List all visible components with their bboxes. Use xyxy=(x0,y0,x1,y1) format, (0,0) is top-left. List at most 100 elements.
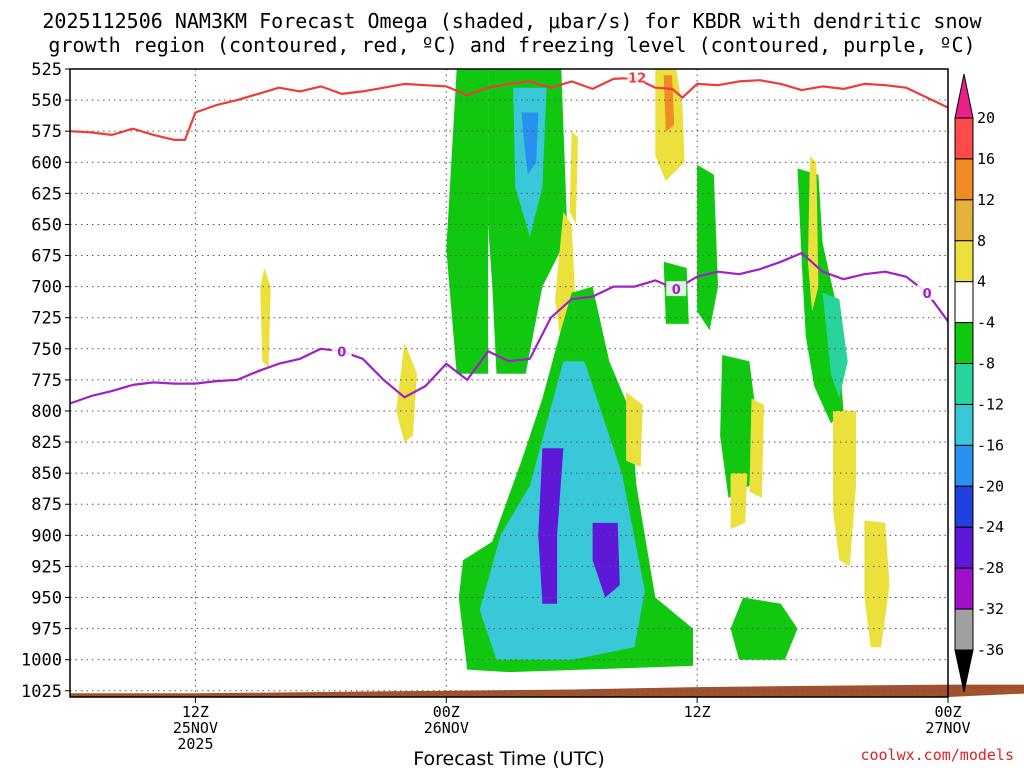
x-tick-label-0-2: 2025 xyxy=(177,735,213,753)
colorbar-bin-4 xyxy=(954,281,974,324)
y-tick-label-1000: 1000 xyxy=(21,651,62,671)
x-axis-label: Forecast Time (UTC) xyxy=(413,748,604,768)
colorbar-bottom-arrow xyxy=(954,649,974,693)
x-tick-label-1-0: 00Z xyxy=(433,703,460,721)
colorbar-label-5: -4 xyxy=(977,314,995,332)
y-tick-label-725: 725 xyxy=(31,309,62,329)
x-tick-label-0-0: 12Z xyxy=(182,703,209,721)
colorbar-bin-12 xyxy=(954,608,974,651)
omega-shading xyxy=(260,69,1024,673)
x-tick-label-0-1: 25NOV xyxy=(173,719,218,737)
colorbar-bin-5 xyxy=(954,322,974,365)
colorbar: 20 16 12 8 4 -4 -8 -12 -16 -20 -24 -28 -32 -36 xyxy=(954,73,1004,693)
colorbar-label-11: -28 xyxy=(977,559,1004,577)
omega-region-27 xyxy=(1019,162,1024,261)
omega-region-30 xyxy=(1011,448,1024,597)
colorbar-label-7: -12 xyxy=(977,395,1004,413)
colorbar-bin-0 xyxy=(954,117,974,160)
colorbar-bin-1 xyxy=(954,158,974,201)
y-tick-label-700: 700 xyxy=(31,278,62,298)
y-tick-label-1025: 1025 xyxy=(21,682,62,702)
colorbar-label-0: 20 xyxy=(977,109,995,127)
omega-region-19 xyxy=(749,398,764,498)
y-tick-label-800: 800 xyxy=(31,402,62,422)
omega-region-15 xyxy=(697,164,718,331)
y-tick-label-525: 525 xyxy=(31,60,62,80)
y-tick-label-650: 650 xyxy=(31,215,62,235)
y-tick-label-775: 775 xyxy=(31,371,62,391)
omega-region-0 xyxy=(260,268,271,368)
y-tick-label-850: 850 xyxy=(31,464,62,484)
y-tick-label-575: 575 xyxy=(31,122,62,142)
chart-title-line-1: 2025112506 NAM3KM Forecast Omega (shaded… xyxy=(42,9,982,33)
y-axis-ticks: 525 550 575 600 625 650 675 700 725 750 775 800 825 8… xyxy=(21,60,70,702)
contour-label-2-2: 0 xyxy=(923,287,932,302)
chart-title-line-2: growth region (contoured, red, ºC) and f… xyxy=(48,33,975,57)
colorbar-label-2: 12 xyxy=(977,191,995,209)
colorbar-label-9: -20 xyxy=(977,477,1004,495)
omega-region-22 xyxy=(822,292,848,399)
omega-region-1 xyxy=(396,342,417,443)
x-tick-label-1-1: 26NOV xyxy=(424,719,469,737)
contour-label-2-0: 0 xyxy=(337,345,346,360)
x-tick-label-2-0: 12Z xyxy=(684,703,711,721)
plot-frame xyxy=(69,68,949,698)
y-tick-label-750: 750 xyxy=(31,340,62,360)
y-tick-label-925: 925 xyxy=(31,557,62,577)
omega-region-10 xyxy=(538,448,564,604)
contour-line-0 xyxy=(70,76,948,141)
omega-region-5 xyxy=(521,112,539,175)
colorbar-bin-11 xyxy=(954,567,974,610)
y-tick-label-950: 950 xyxy=(31,589,62,609)
omega-region-26 xyxy=(986,69,1003,137)
colorbar-bin-7 xyxy=(954,403,974,446)
omega-region-25 xyxy=(864,520,890,648)
colorbar-bin-2 xyxy=(954,199,974,242)
omega-region-17 xyxy=(720,355,756,498)
omega-region-24 xyxy=(833,411,856,567)
y-tick-label-825: 825 xyxy=(31,433,62,453)
colorbar-label-6: -8 xyxy=(977,355,995,373)
omega-region-11 xyxy=(592,522,620,598)
y-tick-label-975: 975 xyxy=(31,620,62,640)
y-tick-label-625: 625 xyxy=(31,184,62,204)
colorbar-bin-10 xyxy=(954,526,974,569)
colorbar-label-10: -24 xyxy=(977,518,1004,536)
omega-region-23 xyxy=(807,156,819,312)
omega-region-18 xyxy=(730,473,748,530)
contour-label-bg-0-0 xyxy=(624,69,645,85)
colorbar-top-arrow xyxy=(954,73,974,119)
colorbar-label-8: -16 xyxy=(977,436,1004,454)
contour-label-0-0: -12 xyxy=(623,72,647,87)
contour-2 xyxy=(70,251,948,405)
contour-label-bg-2-1 xyxy=(666,281,687,297)
contour-label-2-1: 0 xyxy=(672,283,681,298)
omega-region-12 xyxy=(626,392,643,467)
omega-region-28 xyxy=(1011,75,1024,398)
colorbar-bin-3 xyxy=(954,240,974,283)
colorbar-bin-6 xyxy=(954,363,974,405)
omega-region-7 xyxy=(569,131,578,225)
terrain-surface xyxy=(70,684,1024,697)
credit-link[interactable]: coolwx.com/models xyxy=(860,746,1014,764)
omega-region-2 xyxy=(446,69,489,374)
y-tick-label-550: 550 xyxy=(31,91,62,111)
colorbar-label-13: -36 xyxy=(977,641,1004,659)
colorbar-bin-9 xyxy=(954,485,974,528)
colorbar-label-4: 4 xyxy=(977,273,986,291)
contour-label-bg-2-2 xyxy=(917,284,938,300)
y-tick-label-900: 900 xyxy=(31,526,62,546)
terrain-fill xyxy=(70,684,1024,697)
x-axis-ticks: 12Z25NOV202500Z26NOV12Z00Z27NOV12Z xyxy=(173,697,971,753)
contour-line-2 xyxy=(70,251,948,405)
colorbar-label-3: 8 xyxy=(977,232,986,250)
y-tick-label-600: 600 xyxy=(31,153,62,173)
colorbar-label-1: 16 xyxy=(977,150,995,168)
contour-0 xyxy=(70,76,948,141)
y-tick-label-675: 675 xyxy=(31,247,62,267)
x-tick-label-3-1: 27NOV xyxy=(925,719,970,737)
contour-label-bg-2-0 xyxy=(331,343,352,359)
colorbar-bin-8 xyxy=(954,444,974,487)
